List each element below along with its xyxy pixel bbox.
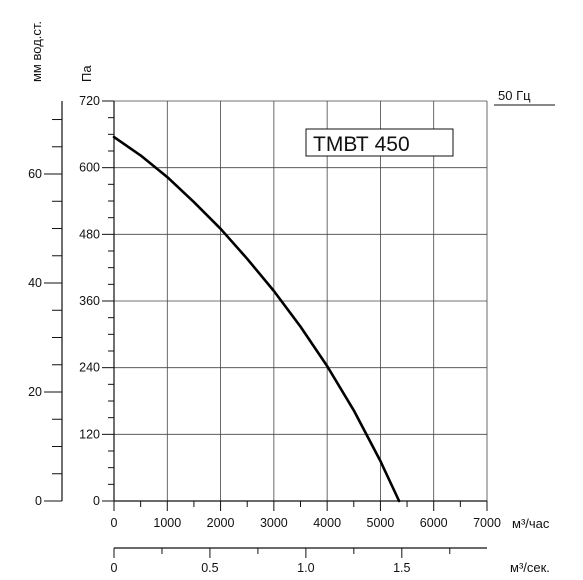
x2-tick-label: 0.5 — [201, 561, 218, 575]
x2-tick-label: 0 — [111, 561, 118, 575]
y-tick-label: 240 — [79, 361, 100, 375]
grid-lines — [114, 100, 488, 501]
x-unit-label: м³/час — [512, 516, 550, 531]
series-line — [112, 135, 401, 503]
x-tick-label: 4000 — [313, 516, 341, 530]
series-layer — [112, 135, 401, 503]
x-tick-label: 5000 — [367, 516, 395, 530]
x-tick-label: 2000 — [207, 516, 235, 530]
y-tick-label: 360 — [79, 294, 100, 308]
y2-unit-label: мм вод.ст. — [29, 21, 44, 82]
y-tick-label: 120 — [79, 427, 100, 441]
x-tick-label: 6000 — [420, 516, 448, 530]
x-tick-label: 0 — [111, 516, 118, 530]
x-tick-label: 7000 — [473, 516, 501, 530]
x-tick-label: 3000 — [260, 516, 288, 530]
model-label-box: ТМВТ 450 — [305, 128, 454, 157]
y2-tick-label: 60 — [28, 167, 42, 181]
x2-unit-label: м³/сек. — [510, 560, 550, 575]
x2-tick-label: 1.5 — [393, 561, 410, 575]
frequency-label: 50 Гц — [498, 88, 531, 103]
y-tick-label: 720 — [79, 94, 100, 108]
y-unit-label: Па — [79, 65, 94, 82]
chart-title: ТМВТ 450 — [313, 133, 410, 156]
x2-tick-label: 1.0 — [297, 561, 314, 575]
x-tick-label: 1000 — [153, 516, 181, 530]
y2-tick-label: 40 — [28, 276, 42, 290]
y-tick-label: 0 — [93, 494, 100, 508]
y-tick-label: 600 — [79, 161, 100, 175]
y2-tick-label: 0 — [35, 494, 42, 508]
y2-tick-label: 20 — [28, 385, 42, 399]
y-tick-label: 480 — [79, 227, 100, 241]
